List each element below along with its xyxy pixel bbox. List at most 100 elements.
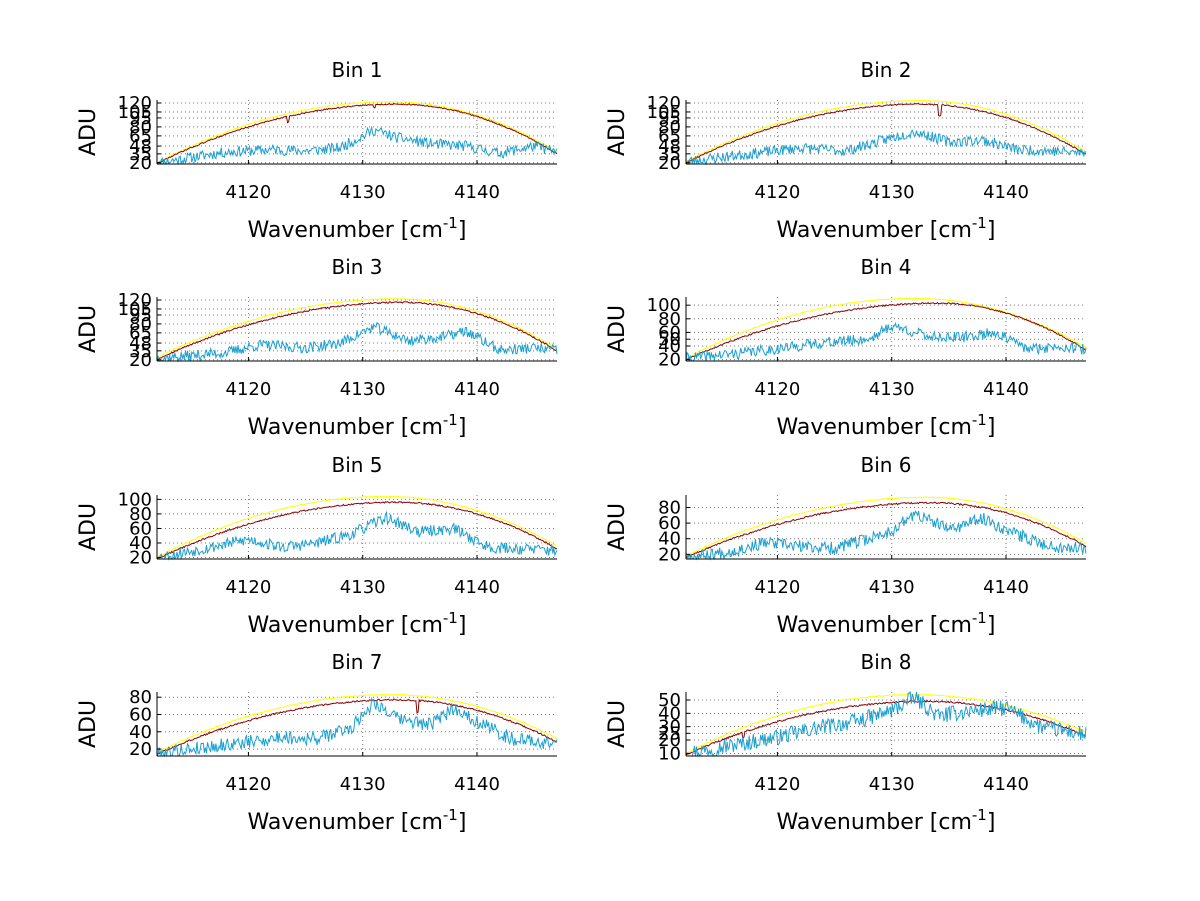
subplot-title: Bin 2: [860, 58, 911, 82]
series-line-1: [156, 495, 558, 559]
y-tick-label: 48: [658, 136, 681, 157]
x-axis-label-sup: -1: [443, 609, 458, 627]
y-tick-label: 105: [118, 299, 152, 320]
x-axis-label-end: ]: [458, 415, 467, 440]
y-axis-label: ADU: [605, 305, 630, 353]
x-tick-label: 4140: [454, 182, 500, 203]
y-tick-label: 60: [658, 513, 681, 534]
y-tick-label: 35: [658, 144, 681, 165]
subplot-title: Bin 4: [860, 255, 911, 279]
y-tick-label: 50: [658, 329, 681, 350]
y-tick-label: 20: [129, 350, 152, 371]
y-axis-label: ADU: [605, 700, 630, 748]
y-tick-label: 20: [658, 350, 681, 371]
x-axis-label-sup: -1: [972, 806, 987, 824]
series-line-2: [685, 103, 1087, 164]
y-tick-label: 100: [118, 489, 152, 510]
x-axis-label-sup: -1: [443, 214, 458, 232]
y-tick-label: 105: [647, 102, 681, 123]
series-line-3: [156, 696, 558, 758]
y-axis-label: ADU: [76, 700, 101, 748]
series-line-3: [686, 510, 1087, 561]
y-tick-label: 50: [658, 690, 681, 711]
x-tick-label: 4120: [226, 379, 272, 400]
y-axis-label: ADU: [76, 503, 101, 551]
y-tick-label: 95: [129, 108, 152, 129]
y-tick-label: 48: [129, 333, 152, 354]
y-tick-label: 10: [658, 743, 681, 764]
series-line-2: [156, 698, 558, 755]
subplot-title: Bin 5: [331, 453, 382, 477]
y-tick-label: 80: [658, 117, 681, 138]
series-line-3: [685, 321, 1087, 362]
y-tick-label: 80: [658, 497, 681, 518]
y-tick-label: 35: [129, 144, 152, 165]
y-tick-label: 80: [658, 309, 681, 330]
y-tick-label: 60: [658, 322, 681, 343]
x-axis-label-main: Wavenumber [cm: [248, 613, 443, 638]
series-line-3: [685, 129, 1087, 166]
y-axis-label: ADU: [605, 108, 630, 156]
y-tick-label: 80: [129, 314, 152, 335]
x-axis-label-end: ]: [987, 810, 996, 835]
x-axis-label: Wavenumber [cm-1]: [777, 806, 996, 835]
x-axis-label-main: Wavenumber [cm: [777, 613, 972, 638]
x-axis-label: Wavenumber [cm-1]: [248, 411, 467, 440]
series-line-1: [156, 693, 558, 754]
subplot-title: Bin 1: [331, 58, 382, 82]
x-axis-label: Wavenumber [cm-1]: [248, 806, 467, 835]
x-axis-label-sup: -1: [972, 609, 987, 627]
y-tick-label: 95: [658, 108, 681, 129]
x-tick-label: 4120: [755, 379, 801, 400]
y-tick-label: 40: [658, 703, 681, 724]
x-axis-label-end: ]: [458, 810, 467, 835]
y-tick-label: 20: [658, 730, 681, 751]
y-tick-label: 40: [129, 722, 152, 743]
series-line-2: [685, 501, 1087, 559]
y-tick-label: 95: [129, 305, 152, 326]
x-axis-label: Wavenumber [cm-1]: [777, 411, 996, 440]
x-tick-label: 4140: [454, 774, 500, 795]
y-tick-label: 40: [658, 336, 681, 357]
series-line-1: [156, 100, 558, 164]
series-line-3: [157, 510, 558, 561]
x-axis-label: Wavenumber [cm-1]: [248, 214, 467, 243]
x-axis-label-main: Wavenumber [cm: [248, 218, 443, 243]
y-tick-label: 30: [658, 717, 681, 738]
x-axis-label-end: ]: [458, 218, 467, 243]
x-axis-label-sup: -1: [972, 411, 987, 429]
x-tick-label: 4130: [869, 774, 915, 795]
y-tick-label: 60: [129, 518, 152, 539]
x-tick-label: 4120: [226, 182, 272, 203]
y-tick-label: 105: [118, 102, 152, 123]
x-axis-label-main: Wavenumber [cm: [777, 218, 972, 243]
x-axis-label-end: ]: [987, 415, 996, 440]
series-line-1: [156, 297, 558, 358]
series-line-3: [156, 322, 558, 363]
y-tick-label: 20: [129, 548, 152, 569]
y-tick-label: 40: [658, 529, 681, 550]
x-axis-label-end: ]: [987, 218, 996, 243]
x-axis-label: Wavenumber [cm-1]: [777, 609, 996, 638]
x-tick-label: 4140: [983, 182, 1029, 203]
x-tick-label: 4120: [755, 774, 801, 795]
y-tick-label: 120: [118, 93, 152, 114]
x-tick-label: 4130: [340, 182, 386, 203]
series-line-2: [156, 301, 558, 360]
y-tick-label: 65: [129, 126, 152, 147]
x-axis-label-main: Wavenumber [cm: [248, 810, 443, 835]
x-axis-label: Wavenumber [cm-1]: [248, 609, 467, 638]
y-tick-label: 40: [129, 533, 152, 554]
y-tick-label: 20: [658, 153, 681, 174]
series-line-2: [156, 500, 558, 560]
y-tick-label: 60: [129, 704, 152, 725]
y-tick-label: 25: [658, 723, 681, 744]
y-tick-label: 65: [658, 126, 681, 147]
